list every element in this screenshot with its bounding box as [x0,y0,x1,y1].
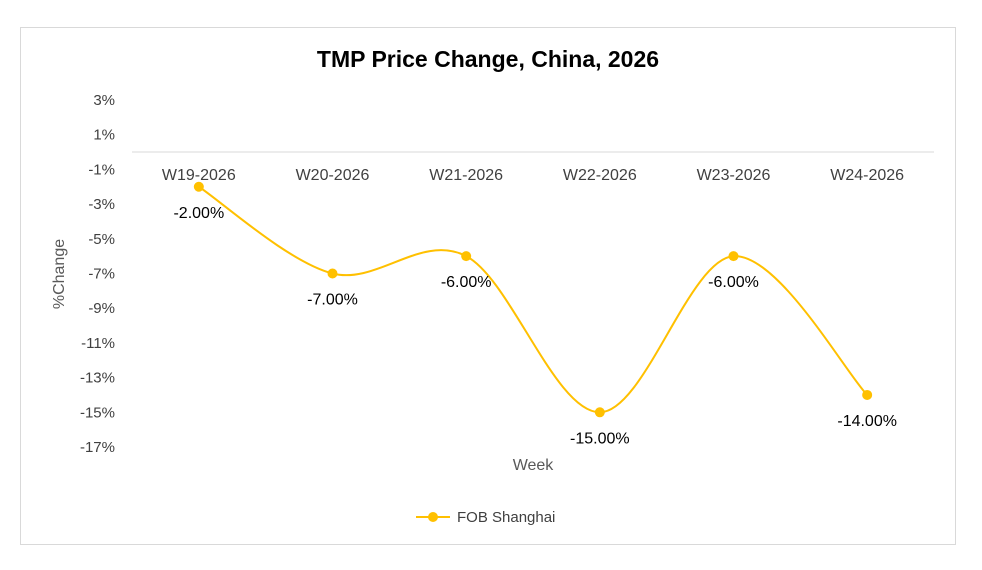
chart-title: TMP Price Change, China, 2026 [317,46,659,72]
data-label: -2.00% [173,205,224,222]
x-axis-label: Week [513,457,555,474]
x-tick-label: W19-2026 [162,167,236,184]
y-tick-label: -17% [80,439,115,456]
y-tick-label: -9% [88,300,115,317]
series-line-fob-shanghai [198,185,868,414]
data-point [461,251,472,262]
y-tick-label: -3% [88,196,115,213]
data-label: -14.00% [837,413,897,430]
y-tick-label: -5% [88,231,115,248]
y-tick-label: 1% [93,127,115,144]
chart-frame [20,27,956,545]
series-layer: -2.00% -7.00% -6.00% -15.00% -6.00% -14.00% [173,181,897,447]
y-tick-label: 3% [93,92,115,109]
y-tick-label: -13% [80,370,115,387]
data-point [327,268,338,279]
data-label: -6.00% [441,274,492,291]
y-axis-ticks: 3% 1% -1% -3% -5% -7% -9% -11% -13% -15% -17% [80,92,115,456]
data-point [728,251,739,262]
x-axis-ticks: W19-2026 W20-2026 W21-2026 W22-2026 W23-2026… [162,167,904,184]
data-point [594,407,605,418]
legend: FOB Shanghai [416,509,555,526]
data-label: -6.00% [708,274,759,291]
x-tick-label: W24-2026 [830,167,904,184]
x-tick-label: W21-2026 [429,167,503,184]
data-point [193,181,204,192]
x-tick-label: W20-2026 [296,167,370,184]
y-axis-label: %Change [51,239,68,309]
y-tick-label: -7% [88,266,115,283]
y-tick-label: -1% [88,161,115,178]
data-label: -15.00% [570,430,630,447]
x-tick-label: W22-2026 [563,167,637,184]
y-tick-label: -11% [81,335,115,352]
legend-label: FOB Shanghai [457,509,555,526]
x-tick-label: W23-2026 [697,167,771,184]
data-point [862,389,873,400]
y-tick-label: -15% [80,404,115,421]
data-label: -7.00% [307,292,358,309]
legend-marker [428,512,438,522]
